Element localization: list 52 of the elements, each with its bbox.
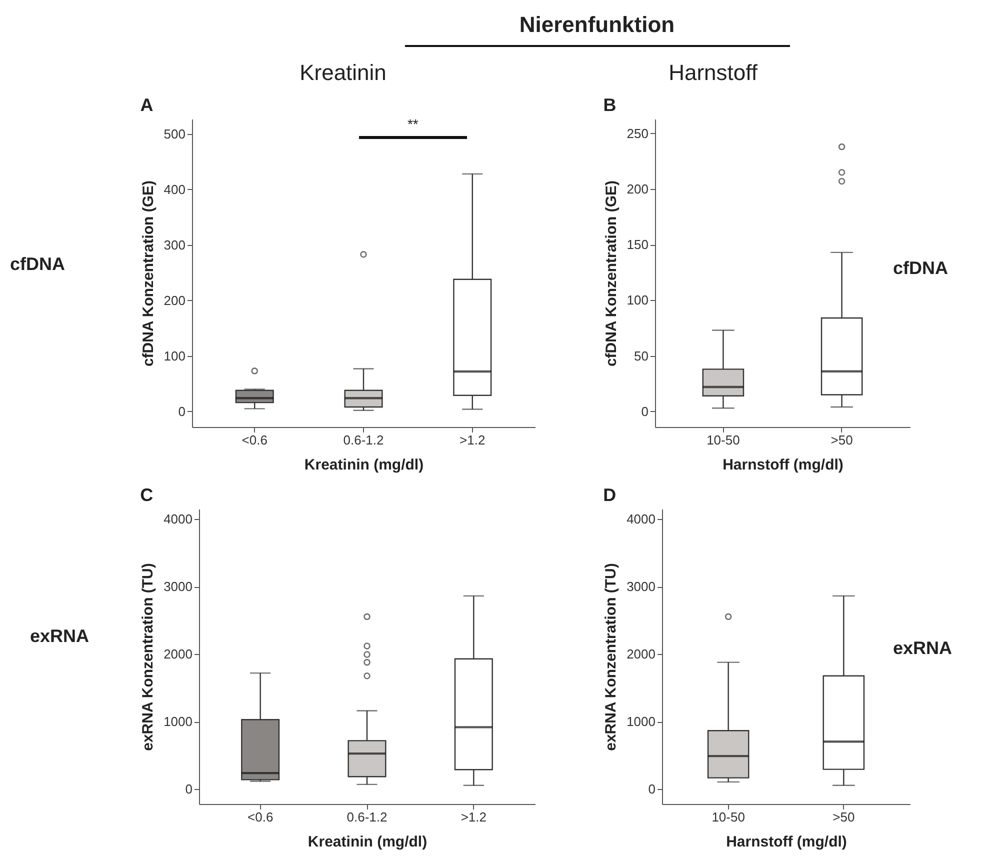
y-tick-label: 0 — [178, 404, 186, 419]
x-tick-label: 0.6-1.2 — [346, 810, 388, 824]
y-tick-label: 3000 — [626, 579, 656, 594]
x-tick-label: 0.6-1.2 — [343, 432, 384, 448]
y-tick-label: 250 — [626, 126, 648, 141]
y-axis-title: cfDNA Konzentration (GE) — [140, 180, 157, 367]
y-tick-label: 200 — [164, 292, 186, 308]
y-tick-label: 4000 — [164, 512, 192, 527]
y-axis-title: exRNA Konzentration (TU) — [602, 563, 620, 751]
y-tick-label: 150 — [626, 237, 648, 252]
y-axis-title: exRNA Konzentration (TU) — [140, 563, 157, 751]
chart-title: A — [140, 95, 154, 115]
x-tick-label: >50 — [830, 432, 853, 448]
y-tick-label: 4000 — [626, 512, 656, 527]
x-tick-label: >1.2 — [460, 810, 487, 824]
y-tick-label: 2000 — [626, 646, 656, 662]
annotation: cfDNA — [893, 258, 948, 279]
x-tick-label: 10-50 — [706, 432, 740, 448]
text: exRNA — [30, 626, 90, 647]
y-tick-label: 2000 — [164, 646, 192, 662]
text: Kreatinin — [300, 60, 386, 86]
chart-title: C — [140, 485, 154, 505]
y-tick-label: 100 — [164, 348, 186, 364]
y-tick-label: 200 — [626, 182, 648, 197]
y-tick-label: 0 — [648, 782, 656, 797]
annotation: ** — [407, 116, 418, 132]
text: Nierenfunktion — [519, 12, 675, 38]
x-tick-label: >1.2 — [460, 432, 486, 448]
y-tick-label: 3000 — [164, 579, 192, 594]
text: cfDNA — [10, 254, 66, 275]
x-axis-title: Harnstoff (mg/dl) — [726, 834, 847, 850]
y-tick-label: 1000 — [626, 714, 656, 730]
y-tick-label: 500 — [164, 126, 186, 142]
x-axis-title: Kreatinin (mg/dl) — [304, 456, 424, 474]
y-tick-label: 0 — [641, 404, 648, 419]
y-tick-label: 0 — [185, 782, 192, 797]
annotation: exRNA — [893, 638, 952, 659]
x-axis-title: Kreatinin (mg/dl) — [308, 834, 428, 850]
y-tick-label: 50 — [634, 348, 648, 364]
x-tick-label: <0.6 — [242, 432, 268, 448]
y-tick-label: 1000 — [164, 714, 192, 730]
y-axis-title: cfDNA Konzentration (GE) — [602, 180, 620, 367]
y-tick-label: 300 — [164, 237, 186, 252]
chart-title: D — [603, 485, 616, 505]
text: Harnstoff — [668, 60, 758, 86]
x-tick-label: 10-50 — [712, 810, 745, 824]
x-axis-title: Harnstoff (mg/dl) — [722, 456, 844, 474]
chart-title: B — [603, 95, 616, 115]
y-tick-label: 100 — [626, 292, 648, 308]
x-tick-label: <0.6 — [247, 810, 274, 824]
y-tick-label: 400 — [164, 182, 186, 197]
x-tick-label: >50 — [832, 810, 855, 824]
